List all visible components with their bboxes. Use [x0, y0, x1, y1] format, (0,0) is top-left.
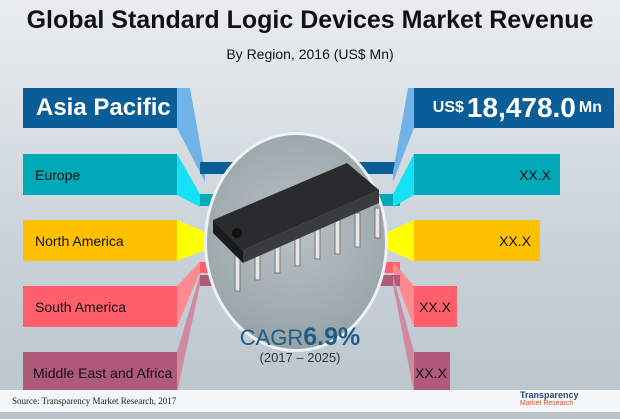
currency: US$	[432, 99, 464, 116]
region-label-asia-pacific: Asia Pacific	[23, 88, 177, 128]
region-value-north-america: XX.X	[414, 220, 540, 261]
value: 18,478.0	[466, 92, 576, 123]
connector-na-left	[177, 220, 205, 261]
connector-sa-left	[177, 262, 200, 327]
connector-na-right	[388, 220, 414, 261]
logo-line-1: Transparency	[520, 390, 579, 400]
region-label-middle-east-africa: Middle East and Africa	[23, 352, 177, 393]
region-value-asia-pacific: US$ 18,478.0 Mn	[414, 88, 614, 128]
logo-line-2: Market Research	[520, 400, 574, 407]
logo: Transparency Market Research	[520, 390, 616, 412]
connector-ap-left	[177, 88, 205, 182]
connector-eu-left	[177, 154, 200, 207]
region-value-middle-east-africa: XX.X	[414, 352, 450, 393]
footer	[0, 390, 620, 412]
page-title: Global Standard Logic Devices Market Rev…	[26, 6, 594, 34]
region-label-north-america: North America	[23, 220, 177, 261]
region-label-south-america: South America	[23, 286, 177, 327]
source-note: Source: Transparency Market Research, 20…	[12, 396, 177, 406]
connector-ap-right	[393, 88, 414, 182]
cagr-period: (2017 – 2025)	[259, 350, 341, 365]
page-subtitle: By Region, 2016 (US$ Mn)	[226, 46, 394, 62]
region-value-europe: XX.X	[414, 154, 560, 195]
ic-chip-icon	[213, 163, 381, 292]
cagr-value: 6.9%	[303, 323, 361, 351]
connector-mea-right	[393, 275, 414, 393]
cagr-label: CAGR	[239, 325, 304, 350]
region-label-europe: Europe	[23, 154, 177, 195]
cagr: CAGR6.9%	[220, 323, 380, 352]
chip-image-circle	[204, 132, 388, 352]
unit: Mn	[578, 99, 602, 116]
region-value-south-america: XX.X	[414, 286, 457, 327]
connector-mea-left	[177, 275, 200, 393]
connector-eu-right	[393, 154, 414, 207]
